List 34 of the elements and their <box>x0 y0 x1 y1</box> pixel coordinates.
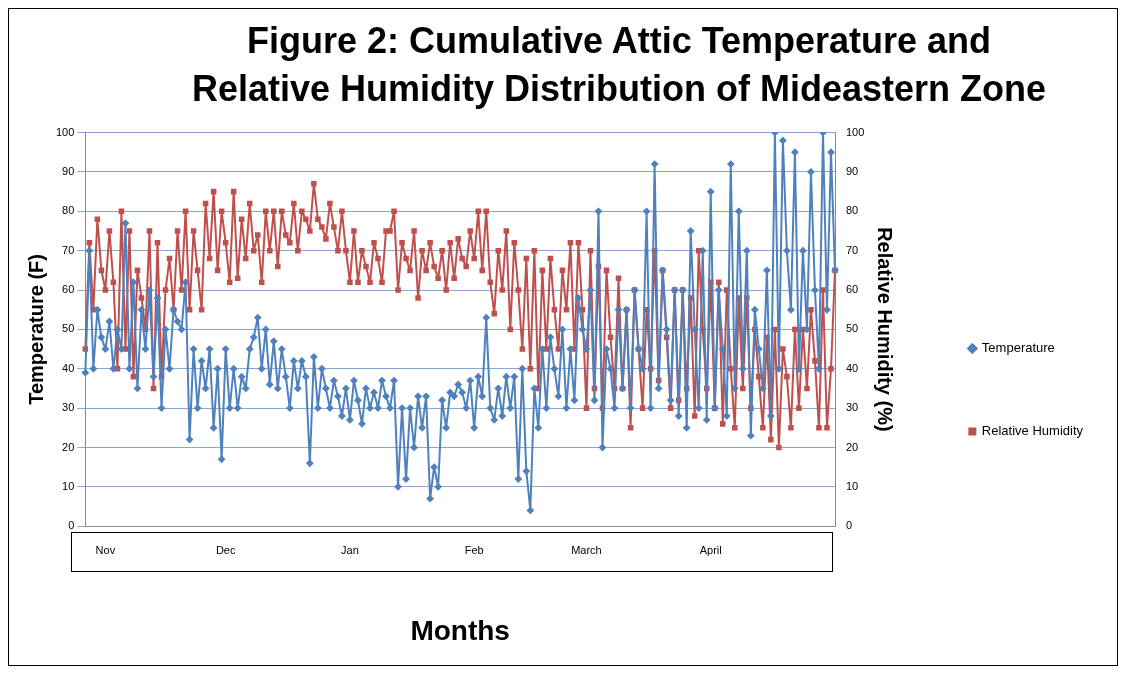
x-tick-label: April <box>699 543 722 556</box>
y2-tick-label: 30 <box>846 401 859 414</box>
y2-tick-label: 20 <box>846 440 859 453</box>
y2-tick-label: 40 <box>846 361 859 374</box>
y2-tick-label: 90 <box>846 164 859 177</box>
y-axis-title: Temperature (F) <box>24 254 47 405</box>
y2-tick-label: 100 <box>846 125 865 138</box>
y2-tick-label: 80 <box>846 204 859 217</box>
y-tick-label: 30 <box>62 401 75 414</box>
y-tick-label: 100 <box>55 125 75 138</box>
legend-label: Relative Humidity <box>981 423 1084 439</box>
y2-tick-label: 70 <box>846 243 859 256</box>
chart-title: Figure 2: Cumulative Attic Temperature and Relative Humidity Distribution of Mideastern Zone <box>190 19 1048 111</box>
legend-label: Temperature <box>981 340 1055 356</box>
y2-tick-label: 10 <box>846 479 859 492</box>
y-tick-label: 0 <box>68 519 75 532</box>
y-tick-label: 70 <box>62 243 75 256</box>
x-tick-label: Dec <box>215 543 236 556</box>
x-axis-title: Months <box>410 614 510 646</box>
x-tick-label: Nov <box>95 543 116 556</box>
y-tick-label: 50 <box>62 322 75 335</box>
y-tick-label: 20 <box>62 440 75 453</box>
x-tick-label: Feb <box>464 543 484 556</box>
x-tick-label: Jan <box>341 543 359 556</box>
x-tick-label: March <box>571 543 602 556</box>
y2-tick-label: 50 <box>846 322 859 335</box>
y-tick-label: 10 <box>62 479 75 492</box>
y-tick-label: 60 <box>62 283 75 296</box>
y2-tick-label: 60 <box>846 283 859 296</box>
y-tick-label: 80 <box>62 204 75 217</box>
y-tick-label: 40 <box>62 361 75 374</box>
y2-tick-label: 0 <box>846 519 853 532</box>
y2-axis-title: Relative Humidity (%) <box>873 227 896 432</box>
y-tick-label: 90 <box>62 164 75 177</box>
